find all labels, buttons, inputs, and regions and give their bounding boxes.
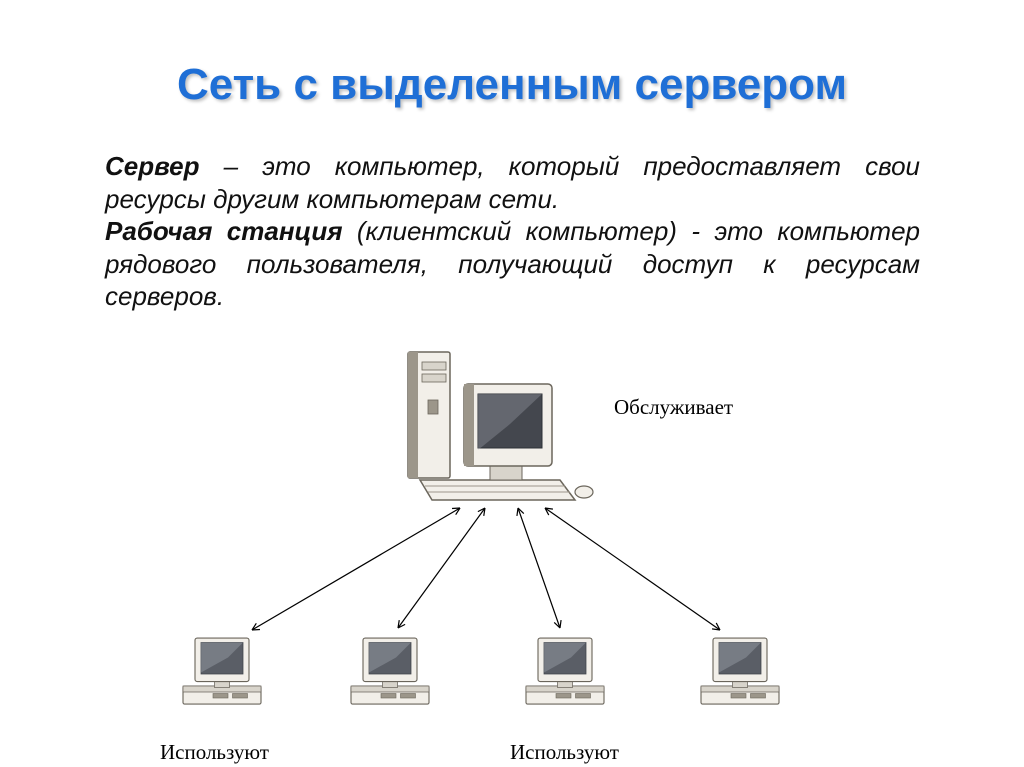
label-serves: Обслуживает: [614, 395, 733, 420]
client-icon-4: [701, 638, 779, 704]
client-icon-1: [183, 638, 261, 704]
label-uses-left: Используют: [160, 740, 269, 765]
server-icon: [408, 352, 593, 500]
network-diagram: [0, 0, 1024, 767]
connection-arrows: [252, 508, 720, 630]
label-uses-right: Используют: [510, 740, 619, 765]
client-icon-3: [526, 638, 604, 704]
client-icon-2: [351, 638, 429, 704]
